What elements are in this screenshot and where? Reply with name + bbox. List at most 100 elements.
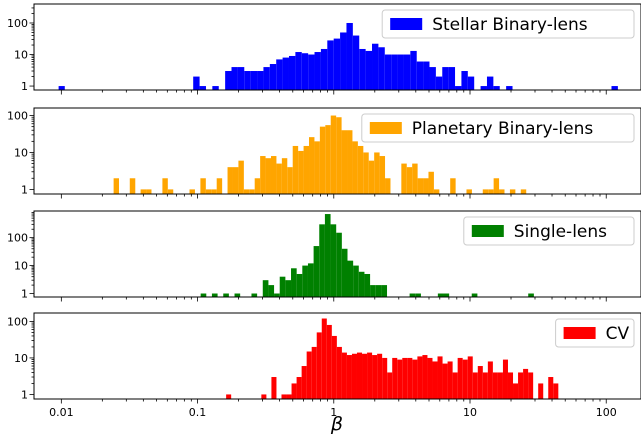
histogram-bar (319, 126, 326, 194)
histogram-bar (260, 156, 266, 194)
histogram-bar (162, 178, 168, 194)
histogram-bar (457, 357, 463, 399)
y-tick-label: 100 (7, 17, 28, 30)
panel-1: 1 10 100 Stellar Binary-lens (7, 3, 641, 95)
histogram-bar (447, 361, 453, 399)
histogram-bar (375, 285, 382, 297)
histogram-bar (281, 158, 288, 194)
y-tick-label: 100 (7, 232, 28, 245)
histogram-bar (193, 76, 200, 90)
histogram-bar (427, 357, 433, 399)
histogram-bar (401, 163, 407, 194)
histogram-bar (249, 189, 255, 194)
histogram-bar (409, 293, 416, 297)
histogram-bar (452, 372, 458, 399)
histogram-bar (397, 54, 404, 90)
histogram-bar (274, 293, 280, 297)
legend: Single-lens (463, 216, 635, 246)
histogram-bar (374, 152, 380, 194)
histogram-bar (455, 86, 462, 90)
y-tick-label: 1 (21, 183, 28, 196)
histogram-bar (387, 372, 393, 399)
legend-label: Stellar Binary-lens (432, 15, 588, 35)
y-tick-label: 10 (14, 49, 28, 62)
histogram-bar (506, 86, 513, 90)
histogram-bar (58, 86, 65, 90)
histogram-bar (523, 368, 529, 399)
histogram-bar (211, 293, 218, 297)
histogram-bar (254, 178, 261, 194)
histogram-bar (493, 86, 500, 90)
histogram-bar (295, 52, 302, 90)
histogram-bar (362, 353, 368, 399)
legend-box (463, 216, 635, 246)
y-tick-label: 1 (21, 388, 28, 401)
y-tick-label: 10 (14, 260, 28, 273)
y-tick-label: 10 (14, 352, 28, 365)
histogram-bar (306, 351, 312, 399)
histogram-bar (211, 189, 217, 194)
histogram-bar (363, 152, 369, 194)
histogram-bar (341, 130, 348, 194)
histogram-bar (385, 178, 391, 194)
histogram-bar (336, 117, 342, 194)
histogram-bar (367, 352, 373, 399)
y-tick-label: 1 (21, 80, 28, 93)
histogram-bar (113, 178, 119, 194)
histogram-bar (432, 361, 438, 399)
legend: Planetary Binary-lens (361, 113, 635, 143)
histogram-bar (467, 356, 473, 399)
histogram-bar (486, 76, 494, 90)
legend-swatch (563, 327, 596, 339)
histogram-bar (466, 189, 472, 194)
legend-swatch (390, 18, 423, 30)
panel-frame (33, 3, 641, 91)
histogram-bar (281, 394, 287, 399)
histogram-bar (499, 189, 505, 194)
histogram-bar (292, 145, 299, 194)
histogram-bar (200, 178, 206, 194)
histogram-bar (287, 167, 293, 194)
histogram-bar (270, 156, 277, 194)
histogram-bar (410, 50, 417, 90)
histogram-bar (492, 372, 498, 399)
histogram-bar (216, 178, 223, 194)
histogram-bar (231, 67, 238, 90)
histogram-bar (307, 263, 314, 297)
x-axis: 0.01 0.1 1 10 100 (49, 406, 617, 419)
histogram-bar (403, 54, 411, 90)
panel-3: 1 10 100 Single-lens (7, 210, 641, 302)
histogram-bar (377, 353, 383, 399)
histogram-bar (291, 383, 297, 399)
histogram-bar (225, 71, 232, 90)
histogram-bar (308, 54, 315, 90)
histogram-bar (244, 71, 251, 90)
histogram-bar (372, 355, 378, 399)
histogram-bar (513, 383, 519, 399)
histogram-bar (301, 366, 307, 399)
histogram-bar (351, 353, 357, 399)
histogram-bar (257, 71, 264, 90)
histogram-bar (199, 86, 206, 90)
histogram-bar (336, 346, 342, 399)
histogram-bar (353, 265, 359, 297)
histogram-bar (435, 76, 443, 90)
legend-label: CV (606, 324, 630, 344)
histogram-bar (472, 372, 478, 399)
histogram-bar (407, 357, 413, 399)
histogram-bar (146, 189, 152, 194)
histogram-bar (412, 359, 418, 399)
histogram-bar (167, 189, 174, 194)
histogram-bar (326, 324, 332, 399)
histogram-bar (321, 318, 327, 399)
histogram-bar (261, 394, 267, 399)
histogram-bar (316, 332, 322, 399)
histogram-bar (346, 355, 352, 399)
histogram-bar (330, 224, 337, 297)
legend-label: Single-lens (514, 222, 607, 242)
histogram-bar (502, 359, 508, 399)
histogram-bar (250, 71, 258, 90)
histogram-bar (518, 372, 524, 399)
y-tick-label: 100 (7, 110, 28, 123)
histogram-bar (331, 335, 337, 399)
